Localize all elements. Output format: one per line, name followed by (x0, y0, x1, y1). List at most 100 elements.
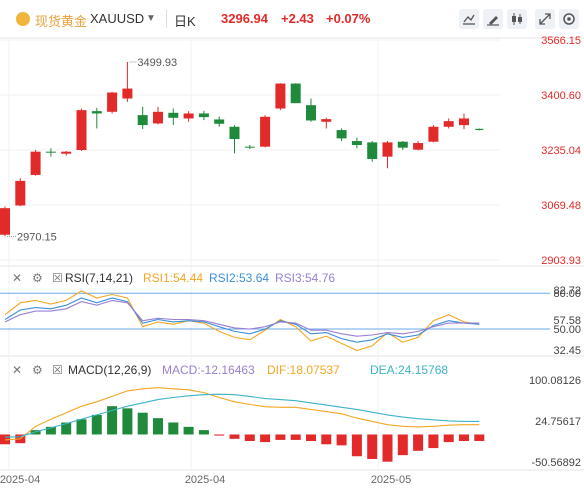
checkbox-icon[interactable]: ☒ (52, 363, 63, 377)
rsi3-line (4, 299, 480, 337)
macd-bar (229, 434, 240, 439)
macd-bar (443, 434, 454, 443)
macd-bar (153, 418, 163, 435)
rsi1-value: RSI1:54.44 (143, 271, 204, 285)
candle-body (168, 112, 179, 118)
price-axis-label: 2903.93 (541, 255, 581, 267)
rsi-label: RSI(7,14,21) (65, 271, 134, 285)
candle (229, 125, 240, 154)
macd-bar (76, 419, 87, 435)
macd-bar (474, 434, 485, 442)
macd-bar (137, 412, 148, 435)
macd-bar (260, 434, 271, 443)
price-change-pct: +0.07% (326, 11, 371, 26)
candle (275, 83, 286, 111)
rsi1-line (4, 290, 480, 352)
macd-bar (351, 434, 362, 457)
candle-body (137, 115, 148, 126)
candle (0, 206, 10, 237)
high-label: 3499.93 (137, 57, 177, 69)
macd-bar (397, 434, 408, 456)
candle (475, 128, 484, 131)
settings-icon[interactable]: ⚙ (32, 363, 43, 377)
candle (397, 141, 408, 151)
candle-body (413, 143, 424, 150)
macd-bar (198, 430, 209, 435)
candle (61, 151, 72, 156)
dea-value: DEA:24.15768 (370, 363, 449, 377)
candle-body (91, 111, 102, 114)
settings-icon[interactable]: ⚙ (32, 271, 43, 285)
candle (428, 125, 439, 143)
rsi-axis-label: 32.45 (553, 345, 581, 357)
macd-bar (45, 426, 56, 435)
candle-body (459, 118, 469, 126)
candle-body (244, 146, 255, 148)
candle-body (397, 141, 408, 148)
candle (15, 178, 26, 207)
candle-body (382, 142, 393, 157)
macd-bar (91, 414, 102, 435)
period-selector[interactable]: 日K (174, 14, 196, 29)
hide-icon[interactable]: ✕ (12, 363, 23, 377)
candle (122, 61, 133, 102)
hide-icon[interactable]: ✕ (12, 271, 23, 285)
price-axis-label: 3069.48 (541, 200, 581, 212)
price-axis-label: 3566.15 (541, 35, 581, 47)
candle-body (214, 119, 225, 124)
settings-icon[interactable] (559, 9, 579, 29)
macd-bar (413, 434, 424, 451)
chart-header: 现货黄金 XAUUSD ▼ 日K 3296.94 +2.43 +0.07% (0, 0, 584, 38)
candle (183, 111, 194, 122)
candle-type-icon[interactable] (507, 9, 527, 29)
candle (244, 145, 255, 150)
rsi-axis-label: 82.72 (553, 285, 581, 297)
candle (413, 141, 424, 151)
candle (91, 107, 102, 129)
candle (45, 148, 56, 157)
macd-bar (336, 434, 347, 446)
price-axis-label: 3235.04 (541, 145, 581, 157)
candle (443, 118, 454, 129)
candle-body (30, 151, 41, 175)
checkbox-icon[interactable]: ☒ (52, 271, 63, 285)
candle-body (76, 110, 87, 151)
last-price: 3296.94 (221, 11, 268, 26)
price-axis-label: 3400.60 (541, 90, 581, 102)
candle-body (153, 111, 163, 124)
candle (306, 98, 316, 122)
macd-bar (382, 434, 393, 462)
macd-label: MACD(12,26,9) (68, 363, 152, 377)
candle-body (229, 126, 240, 140)
low-label: 2970.15 (17, 231, 57, 243)
candle-body (107, 92, 118, 112)
macd-bar (183, 426, 194, 435)
symbol-code[interactable]: XAUUSD (90, 11, 145, 26)
candle (137, 106, 148, 130)
dif-line (4, 387, 480, 441)
macd-value: MACD:-12.16463 (162, 363, 255, 377)
candle (351, 137, 362, 149)
macd-axis-label: 24.75617 (535, 416, 581, 428)
fullscreen-icon[interactable] (535, 9, 555, 29)
candle-body (122, 88, 133, 99)
price-change: +2.43 (281, 11, 314, 26)
macd-bar (290, 434, 301, 440)
symbol-name[interactable]: 现货黄金 (35, 14, 88, 29)
candle-body (15, 180, 26, 206)
candle-body (351, 141, 362, 146)
x-axis-label: 2025-04 (0, 474, 40, 486)
indicator-icon[interactable] (459, 9, 479, 29)
candle-body (260, 116, 271, 147)
candle-body (428, 126, 439, 142)
draw-icon[interactable] (483, 9, 503, 29)
chevron-down-icon[interactable]: ▼ (146, 13, 156, 24)
header-divider (166, 10, 167, 28)
candle-body (198, 113, 209, 118)
x-axis-label: 2025-05 (371, 474, 411, 486)
macd-bar (168, 422, 179, 435)
candle (321, 117, 332, 129)
dea-line (4, 393, 480, 438)
candle (260, 115, 271, 148)
